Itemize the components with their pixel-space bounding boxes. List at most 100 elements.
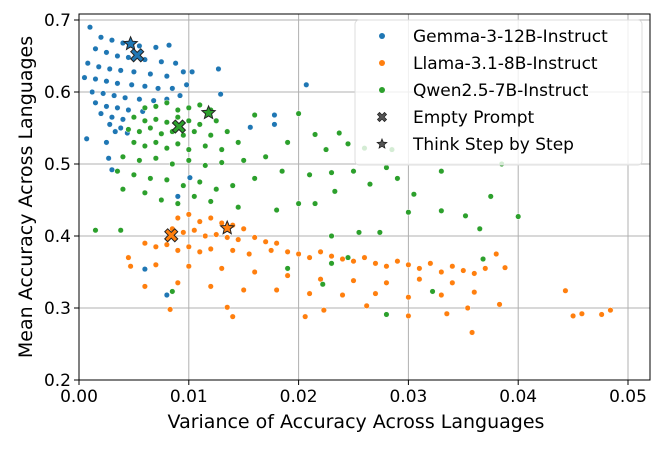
data-point [185, 211, 192, 218]
y-tick-label: 0.7 [44, 11, 71, 31]
data-point [130, 114, 137, 121]
data-point [180, 229, 187, 236]
data-point [152, 103, 159, 110]
data-point [180, 182, 187, 189]
data-point [114, 104, 121, 111]
data-point [191, 227, 198, 234]
x-tick-label: 0.00 [60, 387, 98, 407]
data-point [207, 245, 214, 253]
data-point [147, 124, 154, 132]
data-point [229, 182, 236, 189]
data-point [185, 117, 192, 124]
data-point [427, 260, 434, 267]
data-point [344, 140, 352, 147]
data-point [295, 110, 302, 117]
data-point [163, 241, 170, 248]
data-point [598, 311, 605, 318]
data-point [117, 124, 124, 132]
data-point [235, 139, 242, 146]
data-point [247, 124, 254, 131]
data-point [169, 85, 176, 92]
data-point [130, 139, 137, 146]
y-tick-label: 0.5 [44, 155, 71, 175]
data-point [273, 207, 280, 214]
data-point [191, 128, 198, 135]
data-point [284, 272, 291, 279]
data-point [136, 128, 143, 135]
legend-label: Llama-3.1-8B-Instruct [413, 54, 598, 74]
data-point [92, 227, 99, 234]
data-point [328, 253, 335, 260]
data-point [152, 243, 159, 250]
data-point [114, 168, 121, 175]
data-point [462, 212, 469, 219]
data-point [185, 263, 192, 270]
x-ticks: 0.00 0.01 0.02 0.03 0.04 0.05 [60, 380, 647, 407]
legend-label: Think Step by Step [412, 135, 574, 155]
data-point [196, 218, 203, 225]
data-point [207, 283, 214, 290]
data-point [339, 291, 346, 299]
data-point [224, 304, 231, 311]
data-point [152, 155, 159, 162]
data-point [229, 247, 236, 254]
legend-marker [379, 60, 385, 66]
data-point [262, 238, 269, 245]
legend-marker [379, 87, 385, 93]
data-point [125, 254, 132, 261]
data-point [328, 232, 335, 240]
data-point [141, 189, 148, 196]
data-point [92, 45, 99, 52]
data-point [306, 254, 313, 261]
y-axis-label: Mean Accuracy Across Languages [15, 36, 37, 358]
data-point [372, 290, 379, 297]
data-point [213, 117, 220, 124]
data-point [207, 214, 214, 222]
data-point [279, 168, 286, 175]
data-point [119, 153, 126, 160]
data-point [185, 104, 192, 111]
data-point [578, 310, 585, 317]
data-point [262, 153, 269, 160]
data-point [355, 229, 363, 236]
data-point [496, 301, 503, 308]
legend-label: Gemma-3-12B-Instruct [413, 27, 608, 47]
data-point [125, 54, 132, 61]
data-point [97, 34, 105, 41]
data-point [185, 157, 192, 164]
think-step-marker [122, 35, 139, 51]
data-point [169, 288, 176, 295]
data-point [317, 248, 324, 255]
x-tick-label: 0.01 [170, 387, 208, 407]
data-point [108, 37, 115, 44]
data-point [449, 279, 456, 286]
data-point [169, 160, 176, 168]
data-point [405, 209, 412, 216]
data-point [235, 204, 242, 211]
data-point [268, 247, 275, 254]
data-point [438, 207, 445, 214]
data-point [158, 196, 165, 204]
data-point [469, 329, 476, 336]
data-point [405, 312, 412, 319]
data-point [336, 129, 343, 137]
data-point [125, 126, 132, 133]
data-point [350, 168, 357, 175]
data-point [302, 313, 309, 320]
y-tick-label: 0.2 [44, 371, 71, 391]
data-point [271, 121, 278, 128]
data-point [152, 139, 159, 146]
think-step-marker [200, 104, 217, 120]
data-point [136, 96, 143, 103]
legend-marker-star-icon [376, 137, 388, 149]
data-point [105, 155, 112, 162]
data-point [284, 265, 291, 272]
data-point [202, 142, 209, 150]
data-point [331, 188, 338, 195]
data-point [218, 219, 225, 227]
data-point [95, 63, 102, 70]
data-point [86, 24, 94, 31]
data-point [185, 243, 192, 250]
data-point [429, 288, 436, 295]
data-point [180, 132, 187, 139]
